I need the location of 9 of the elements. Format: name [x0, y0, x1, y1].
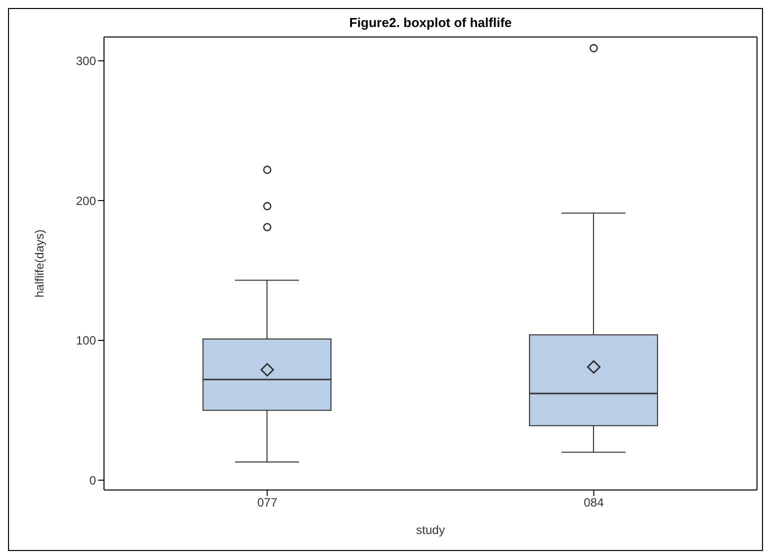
y-axis-title: halflife(days): [32, 229, 46, 298]
chart-title: Figure2. boxplot of halflife: [348, 14, 513, 30]
y-tick-label: 200: [76, 194, 96, 208]
x-tick-label: 084: [584, 496, 604, 510]
x-tick-label: 077: [257, 496, 278, 510]
y-tick-label: 300: [76, 54, 96, 68]
y-tick-label: 0: [89, 473, 96, 488]
y-tick-label: 100: [76, 334, 96, 348]
x-axis-title: study: [416, 523, 445, 537]
